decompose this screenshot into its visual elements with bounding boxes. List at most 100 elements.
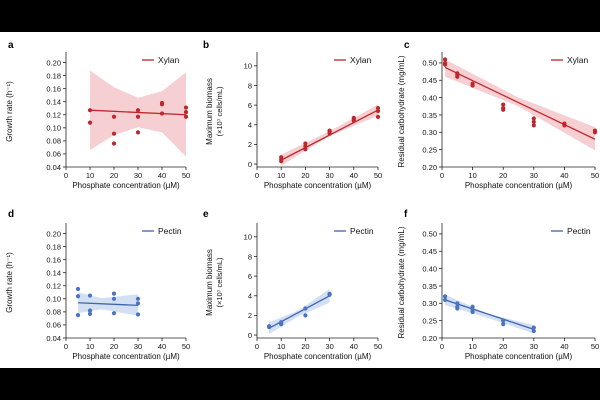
x-tick-label: 10 — [468, 342, 476, 351]
y-tick-label: 0.45 — [422, 76, 437, 85]
y-axis-label-units: (×10⁷ cells/mL) — [215, 86, 224, 137]
y-tick-label: 0.20 — [422, 334, 437, 343]
fit-line — [444, 299, 535, 330]
confidence-band — [445, 59, 595, 151]
x-tick-label: 30 — [325, 171, 333, 180]
data-point — [375, 114, 381, 120]
y-tick-label: 0.40 — [422, 264, 437, 273]
y-tick-label: 0.30 — [422, 299, 437, 308]
data-point — [442, 57, 448, 62]
data-point — [531, 328, 536, 334]
y-tick-label: 4 — [248, 121, 252, 130]
data-point — [111, 131, 117, 136]
x-tick-label: 40 — [158, 171, 166, 180]
x-tick-label: 0 — [440, 171, 444, 180]
data-point — [442, 62, 448, 67]
x-tick-label: 40 — [350, 342, 358, 351]
x-tick-label: 10 — [86, 171, 94, 180]
data-point — [111, 291, 117, 296]
x-tick-label: 20 — [110, 342, 118, 351]
x-tick-label: 0 — [64, 171, 68, 180]
legend-label: Pectin — [350, 226, 374, 236]
panel-label: c — [404, 40, 410, 51]
y-tick-label: 0.40 — [422, 93, 437, 102]
y-tick-label: 0.18 — [46, 242, 61, 251]
panel-label: f — [404, 209, 408, 220]
x-tick-label: 10 — [277, 342, 285, 351]
data-point — [135, 312, 141, 317]
y-tick-label: 0.25 — [422, 316, 437, 325]
data-point — [87, 293, 93, 298]
data-point — [327, 128, 332, 133]
data-point — [531, 123, 536, 128]
y-tick-label: 0.04 — [46, 334, 61, 343]
legend-label: Xylan — [158, 55, 180, 65]
data-point — [592, 130, 598, 135]
data-point — [183, 105, 189, 110]
x-tick-label: 20 — [499, 342, 507, 351]
data-point — [531, 325, 536, 330]
y-tick-label: 0.35 — [422, 282, 437, 291]
x-axis-label: Phosphate concentration (µM) — [465, 352, 573, 361]
y-axis-label: Residual carbohydrate (mg/mL) — [397, 55, 406, 167]
x-tick-label: 50 — [591, 342, 599, 351]
data-point — [111, 311, 117, 316]
data-point — [303, 306, 308, 311]
y-tick-label: 0.12 — [46, 282, 61, 291]
legend-label: Xylan — [567, 55, 589, 65]
data-point — [135, 108, 141, 113]
panel-label: d — [8, 209, 14, 220]
y-tick-label: 2 — [248, 140, 252, 149]
x-tick-label: 10 — [277, 171, 285, 180]
y-tick-label: 0.30 — [422, 128, 437, 137]
y-tick-label: 0.20 — [46, 58, 61, 67]
y-tick-label: 0.50 — [422, 230, 437, 239]
panel-label: a — [8, 40, 14, 51]
x-tick-label: 40 — [158, 342, 166, 351]
chart-panel-f: f 0.20 0.25 0.30 0.35 0.40 0.45 0.50 0 10 20 30 40 50… — [397, 209, 599, 361]
y-tick-label: 0 — [248, 160, 252, 169]
x-tick-label: 50 — [182, 342, 190, 351]
x-tick-label: 10 — [86, 342, 94, 351]
x-tick-label: 20 — [110, 171, 118, 180]
data-point — [442, 297, 448, 302]
y-tick-label: 0.10 — [46, 124, 61, 133]
x-tick-label: 20 — [499, 171, 507, 180]
y-tick-label: 0.04 — [46, 163, 61, 172]
data-point — [159, 111, 165, 116]
fit-line — [268, 295, 330, 329]
x-axis-label: Phosphate concentration (µM) — [465, 181, 573, 190]
x-tick-label: 0 — [64, 342, 68, 351]
data-point — [267, 324, 272, 329]
data-point — [135, 301, 141, 306]
data-point — [470, 304, 475, 309]
data-point — [375, 105, 381, 111]
data-point — [303, 147, 308, 152]
data-point — [501, 102, 506, 107]
legend-label: Xylan — [350, 55, 372, 65]
y-axis-label: Maximum biomass — [205, 78, 214, 145]
confidence-band — [90, 70, 186, 157]
fit-line — [444, 66, 596, 140]
y-tick-label: 4 — [248, 292, 252, 301]
x-tick-label: 0 — [440, 342, 444, 351]
data-point — [351, 115, 356, 120]
data-point — [183, 110, 189, 115]
x-tick-label: 40 — [560, 171, 568, 180]
data-point — [531, 119, 536, 125]
y-tick-label: 0.25 — [422, 145, 437, 154]
data-point — [87, 308, 93, 313]
data-point — [111, 141, 117, 146]
data-point — [87, 311, 93, 316]
y-tick-label: 0.16 — [46, 84, 61, 93]
data-point — [111, 296, 117, 301]
data-point — [87, 108, 93, 113]
y-tick-label: 0.06 — [46, 321, 61, 330]
data-point — [135, 114, 141, 119]
x-tick-label: 0 — [255, 171, 259, 180]
x-tick-label: 30 — [134, 342, 142, 351]
data-point — [455, 74, 460, 79]
y-tick-label: 10 — [244, 62, 252, 71]
